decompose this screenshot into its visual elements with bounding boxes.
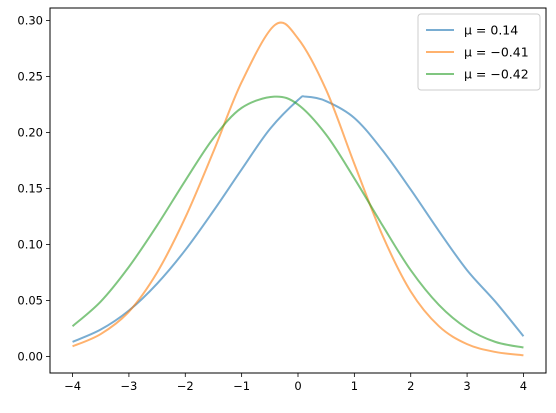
series-line-1	[72, 21, 524, 357]
y-tick-label: 0.05	[17, 293, 43, 307]
legend-box	[417, 13, 541, 91]
x-tick-label: 4	[520, 379, 527, 393]
legend-label: μ = −0.41	[464, 45, 529, 60]
legend: μ = 0.14 μ = −0.41 μ = −0.42	[417, 13, 541, 91]
x-axis: −4 −3 −2 −1 0 1 2 3 4	[64, 373, 527, 393]
y-tick-label: 0.25	[17, 70, 43, 84]
y-axis: 0.00 0.05 0.10 0.15 0.20 0.25 0.30	[17, 14, 50, 363]
y-tick-label: 0.10	[17, 237, 43, 251]
y-tick-label: 0.15	[17, 181, 43, 195]
x-tick-label: −3	[120, 379, 137, 393]
x-tick-label: −1	[233, 379, 250, 393]
y-tick-label: 0.00	[17, 349, 43, 363]
x-tick-label: 0	[294, 379, 301, 393]
legend-label: μ = 0.14	[464, 23, 518, 38]
x-tick-label: −4	[64, 379, 81, 393]
y-tick-label: 0.20	[17, 126, 43, 140]
series-curves	[71, 21, 525, 357]
y-tick-label: 0.30	[17, 14, 43, 28]
series-line-2	[71, 95, 524, 349]
x-tick-label: 1	[351, 379, 358, 393]
x-tick-label: 2	[407, 379, 414, 393]
x-tick-label: −2	[177, 379, 194, 393]
series-line-0	[72, 95, 525, 343]
legend-label: μ = −0.42	[464, 67, 529, 82]
x-tick-label: 3	[463, 379, 470, 393]
